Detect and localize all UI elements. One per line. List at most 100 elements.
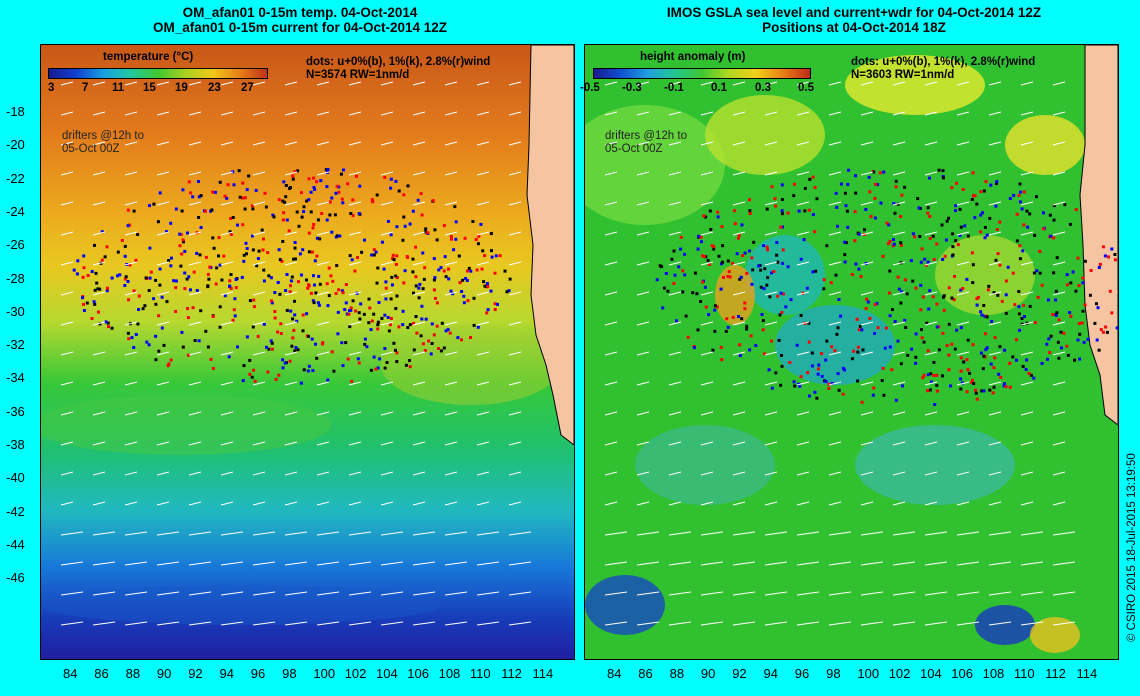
current-arrow [668, 411, 682, 416]
longitude-tick: 114 [1076, 666, 1098, 681]
drifter-dot [223, 194, 227, 198]
drifter-dot [466, 269, 469, 273]
colorbar-tick: 15 [143, 82, 156, 94]
drifter-dot [884, 326, 888, 330]
drifter-dot [180, 209, 184, 213]
drifter-dot [735, 252, 739, 256]
drifter-dot [293, 313, 297, 317]
current-arrow [1052, 171, 1066, 176]
drifter-dot [256, 334, 260, 338]
drifter-dot [761, 319, 765, 323]
current-arrow [1052, 321, 1066, 326]
drifter-dot [241, 181, 245, 185]
drifter-dot [411, 257, 415, 261]
current-arrow [796, 261, 810, 266]
current-arrow [700, 201, 714, 206]
drifter-dot [505, 290, 509, 294]
longitude-tick: 102 [888, 666, 911, 681]
drifter-dot [394, 307, 398, 310]
drifter-dot [836, 224, 839, 228]
drifter-dot [1046, 298, 1050, 302]
current-arrow [60, 261, 74, 266]
drifter-dot [856, 350, 860, 354]
drifter-dot [808, 177, 812, 181]
drifter-dot [760, 313, 764, 316]
drifter-dot [959, 387, 963, 391]
current-arrow [796, 381, 810, 386]
current-arrow [124, 471, 138, 476]
drifter-dot [241, 196, 245, 200]
drifter-dot [929, 372, 933, 376]
drifter-dot [935, 383, 939, 387]
current-arrow [1020, 531, 1044, 536]
drifter-dot [378, 357, 382, 361]
drifter-dot [876, 183, 880, 187]
current-arrow [956, 621, 980, 626]
left-drifters-note-1: drifters @12h to [62, 130, 144, 142]
drifter-dot [1018, 244, 1022, 248]
current-arrow [956, 201, 970, 206]
drifter-dot [284, 289, 288, 292]
current-arrow [764, 531, 788, 536]
current-arrow [188, 531, 212, 536]
current-arrow [92, 441, 106, 446]
drifter-dot [726, 259, 730, 263]
current-arrow [252, 291, 266, 296]
drifter-dot [494, 254, 498, 258]
drifter-dot [311, 299, 315, 303]
current-arrow [60, 231, 74, 236]
current-arrow [252, 411, 266, 416]
drifter-dot [988, 216, 992, 220]
drifter-dot [162, 343, 166, 347]
drifter-dot [961, 188, 965, 191]
drifter-dot [217, 236, 221, 240]
current-arrow [412, 111, 426, 116]
current-arrow [412, 351, 426, 356]
drifter-dot [348, 254, 352, 258]
drifter-dot [1052, 236, 1056, 240]
drifter-dot [197, 180, 200, 183]
drifter-dot [191, 195, 195, 199]
current-arrow [316, 201, 330, 206]
current-arrow [796, 351, 810, 356]
current-arrow [828, 411, 842, 416]
drifter-dot [475, 268, 479, 272]
drifter-dot [1017, 305, 1021, 309]
current-arrow [508, 411, 522, 416]
drifter-dot [305, 199, 309, 203]
drifter-dot [401, 238, 405, 242]
drifter-dot [169, 221, 173, 225]
drifter-dot [834, 191, 838, 195]
drifter-dot [265, 345, 268, 349]
drifter-dot [872, 386, 876, 390]
drifter-dot [218, 305, 222, 309]
drifter-dot [483, 254, 487, 258]
current-arrow [156, 531, 180, 536]
drifter-dot [472, 296, 476, 300]
current-arrow [412, 411, 426, 416]
current-arrow [764, 501, 778, 506]
current-arrow [636, 321, 650, 326]
drifter-dot [222, 254, 226, 258]
current-arrow [252, 111, 266, 116]
drifter-dot [811, 270, 815, 274]
drifter-dot [1060, 346, 1063, 350]
current-arrow [604, 111, 618, 116]
current-arrow [924, 201, 938, 206]
drifter-dot [332, 369, 336, 373]
current-arrow [380, 291, 394, 296]
current-arrow [860, 291, 874, 296]
current-arrow [284, 501, 298, 506]
drifter-dot [887, 242, 890, 246]
colorbar-tick: 19 [175, 82, 188, 94]
drifter-dot [807, 208, 811, 212]
current-arrow [796, 171, 810, 176]
current-arrow [508, 351, 522, 356]
current-arrow [860, 141, 874, 146]
drifter-dot [1015, 212, 1019, 216]
drifter-dot [745, 324, 749, 328]
right-dots-note: dots: u+0%(b), 1%(k), 2.8%(r)wind [851, 56, 1036, 68]
drifter-dot [988, 388, 992, 392]
current-arrow [700, 81, 714, 86]
current-arrow [476, 621, 500, 626]
